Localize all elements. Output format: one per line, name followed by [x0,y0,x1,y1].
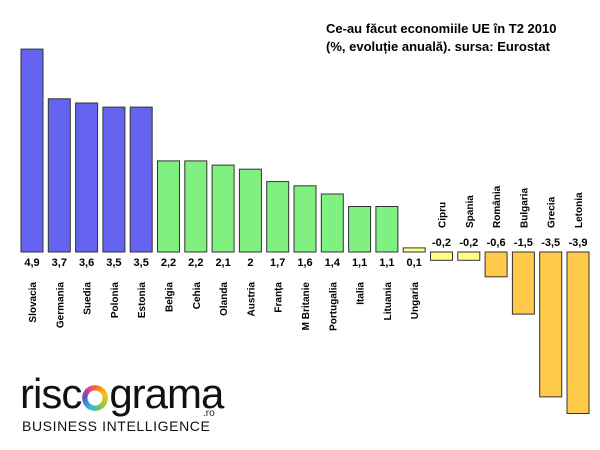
category-label: Grecia [547,196,558,228]
value-label: -0,2 [432,237,451,249]
value-label: -3,5 [541,237,560,249]
bar-suedia [75,102,99,253]
category-label: Cehia [192,282,203,310]
value-label: -3,9 [569,237,588,249]
category-label: Belgia [165,282,176,312]
value-label: 2 [247,257,253,269]
value-label: 1,6 [297,257,312,269]
value-label: 3,5 [106,257,121,269]
bar-ungaria [402,247,426,253]
value-label: 3,6 [79,257,94,269]
bar-portugalia [320,193,344,253]
logo-wordmark: risc grama [20,370,224,417]
category-label: Slovacia [28,282,39,323]
category-label: Cipru [438,202,449,228]
category-label: Bulgaria [519,188,530,228]
bar-lituania [375,206,399,253]
value-label: 3,7 [52,257,67,269]
category-label: Polonia [110,282,121,319]
bar-olanda [211,164,235,253]
logo-word-right: grama [109,370,224,417]
value-label: 2,1 [215,257,230,269]
bar-franța [266,181,290,253]
category-label: Estonia [137,282,148,319]
chart-title-line-2: (%, evoluție anuală). sursa: Eurostat [326,39,550,54]
bar-polonia [102,106,126,253]
bar-cehia [184,160,208,253]
bar-cipru [430,251,453,261]
category-label: Spania [465,195,476,228]
value-label: 1,7 [270,257,285,269]
bar-românia [484,251,508,278]
category-label: Lituania [383,282,394,321]
category-label: Letonia [574,192,585,228]
bar-spania [457,251,481,261]
bar-estonia [129,106,153,253]
value-label: 2,2 [188,257,203,269]
value-label: 4,9 [24,257,39,269]
category-label: Franța [274,282,285,313]
category-label: România [492,185,503,228]
category-label: Portugalia [328,282,339,331]
bar-grecia [539,251,563,398]
category-label: Olanda [219,282,230,316]
category-label: Italia [356,282,367,305]
category-label: Austria [246,282,257,317]
bars-layer [20,48,590,414]
chart-title: Ce-au făcut economiile UE în T2 2010 (%,… [326,20,556,56]
riscograma-logo: risc grama .ro BUSINESS INTELLIGENCE [20,370,224,436]
bar-belgia [157,160,180,253]
bar-austria [238,168,262,253]
labels-layer: 4,9 Slovacia 3,7 Germania 3,6 Suedia 3,5 Poloni… [24,185,587,331]
chart-title-line-1: Ce-au făcut economiile UE în T2 2010 [326,21,557,36]
category-label: M Britanie [301,282,312,331]
value-label: 1,1 [352,257,367,269]
value-label: 1,1 [379,257,394,269]
bar-m-britanie [293,185,317,253]
bar-germania [47,98,71,253]
bar-slovacia [20,48,44,253]
logo-word-left: risc [20,370,82,417]
logo-tagline: BUSINESS INTELLIGENCE [22,418,211,434]
value-label: -0,6 [487,237,506,249]
logo-ring-icon [82,385,109,411]
value-label: -0,2 [459,237,478,249]
bar-letonia [566,251,590,414]
value-label: 2,2 [161,257,176,269]
category-label: Suedia [83,282,94,315]
logo-suffix: .ro [203,408,215,419]
value-label: 1,4 [325,257,341,269]
bar-bulgaria [511,251,535,315]
value-label: -1,5 [514,237,533,249]
bar-italia [348,206,372,253]
value-label: 0,1 [407,257,422,269]
category-label: Germania [55,282,66,329]
category-label: Ungaria [410,282,421,320]
value-label: 3,5 [134,257,149,269]
